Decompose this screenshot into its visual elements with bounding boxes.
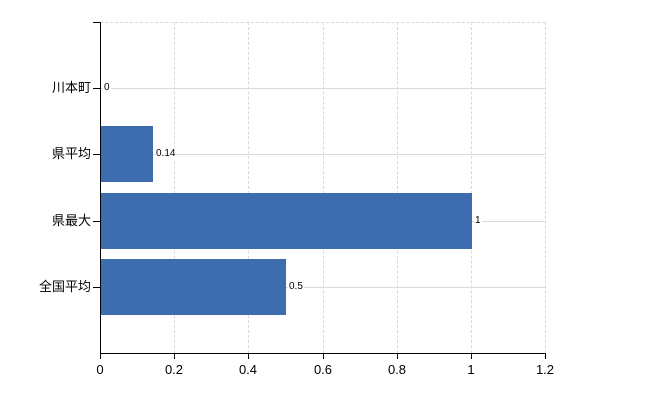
x-axis-tick <box>545 354 546 359</box>
y-axis-tick <box>93 287 100 288</box>
x-axis-tick-label: 0.8 <box>387 362 407 377</box>
x-axis-tick-label: 1 <box>467 362 475 377</box>
x-axis-line <box>100 353 546 354</box>
bar <box>101 193 472 249</box>
x-axis-tick <box>248 354 249 359</box>
category-label: 川本町 <box>51 80 91 95</box>
y-axis-tick <box>93 154 100 155</box>
vertical-gridline <box>248 22 250 353</box>
x-axis-tick <box>471 354 472 359</box>
horizontal-gridline <box>100 88 545 89</box>
y-axis-line <box>100 22 101 353</box>
x-axis-tick-label: 0.2 <box>164 362 184 377</box>
bar <box>101 126 153 182</box>
x-axis-tick-label: 0.4 <box>238 362 258 377</box>
x-axis-tick-label: 0.6 <box>313 362 333 377</box>
category-label: 県最大 <box>51 213 91 228</box>
vertical-gridline <box>174 22 176 353</box>
x-axis-tick-label: 0 <box>96 362 104 377</box>
plot-border-right <box>545 22 546 353</box>
horizontal-gridline <box>100 287 545 288</box>
bar <box>101 259 286 315</box>
x-axis-tick <box>100 354 101 359</box>
x-axis-tick <box>397 354 398 359</box>
vertical-gridline <box>396 22 398 353</box>
y-axis-top-tick <box>93 22 100 23</box>
bar-value-label: 0 <box>103 82 111 94</box>
vertical-gridline <box>470 22 472 353</box>
vertical-gridline <box>322 22 324 353</box>
x-axis-tick-label: 1.2 <box>535 362 555 377</box>
x-axis-tick <box>323 354 324 359</box>
x-axis-tick <box>174 354 175 359</box>
horizontal-gridline <box>100 154 545 155</box>
bar-value-label: 0.14 <box>155 148 177 160</box>
y-axis-tick <box>93 88 100 89</box>
category-label: 県平均 <box>51 146 91 161</box>
bar-value-label: 1 <box>474 215 482 227</box>
y-axis-tick <box>93 221 100 222</box>
bar-value-label: 0.5 <box>288 281 304 293</box>
category-label: 全国平均 <box>38 279 91 294</box>
